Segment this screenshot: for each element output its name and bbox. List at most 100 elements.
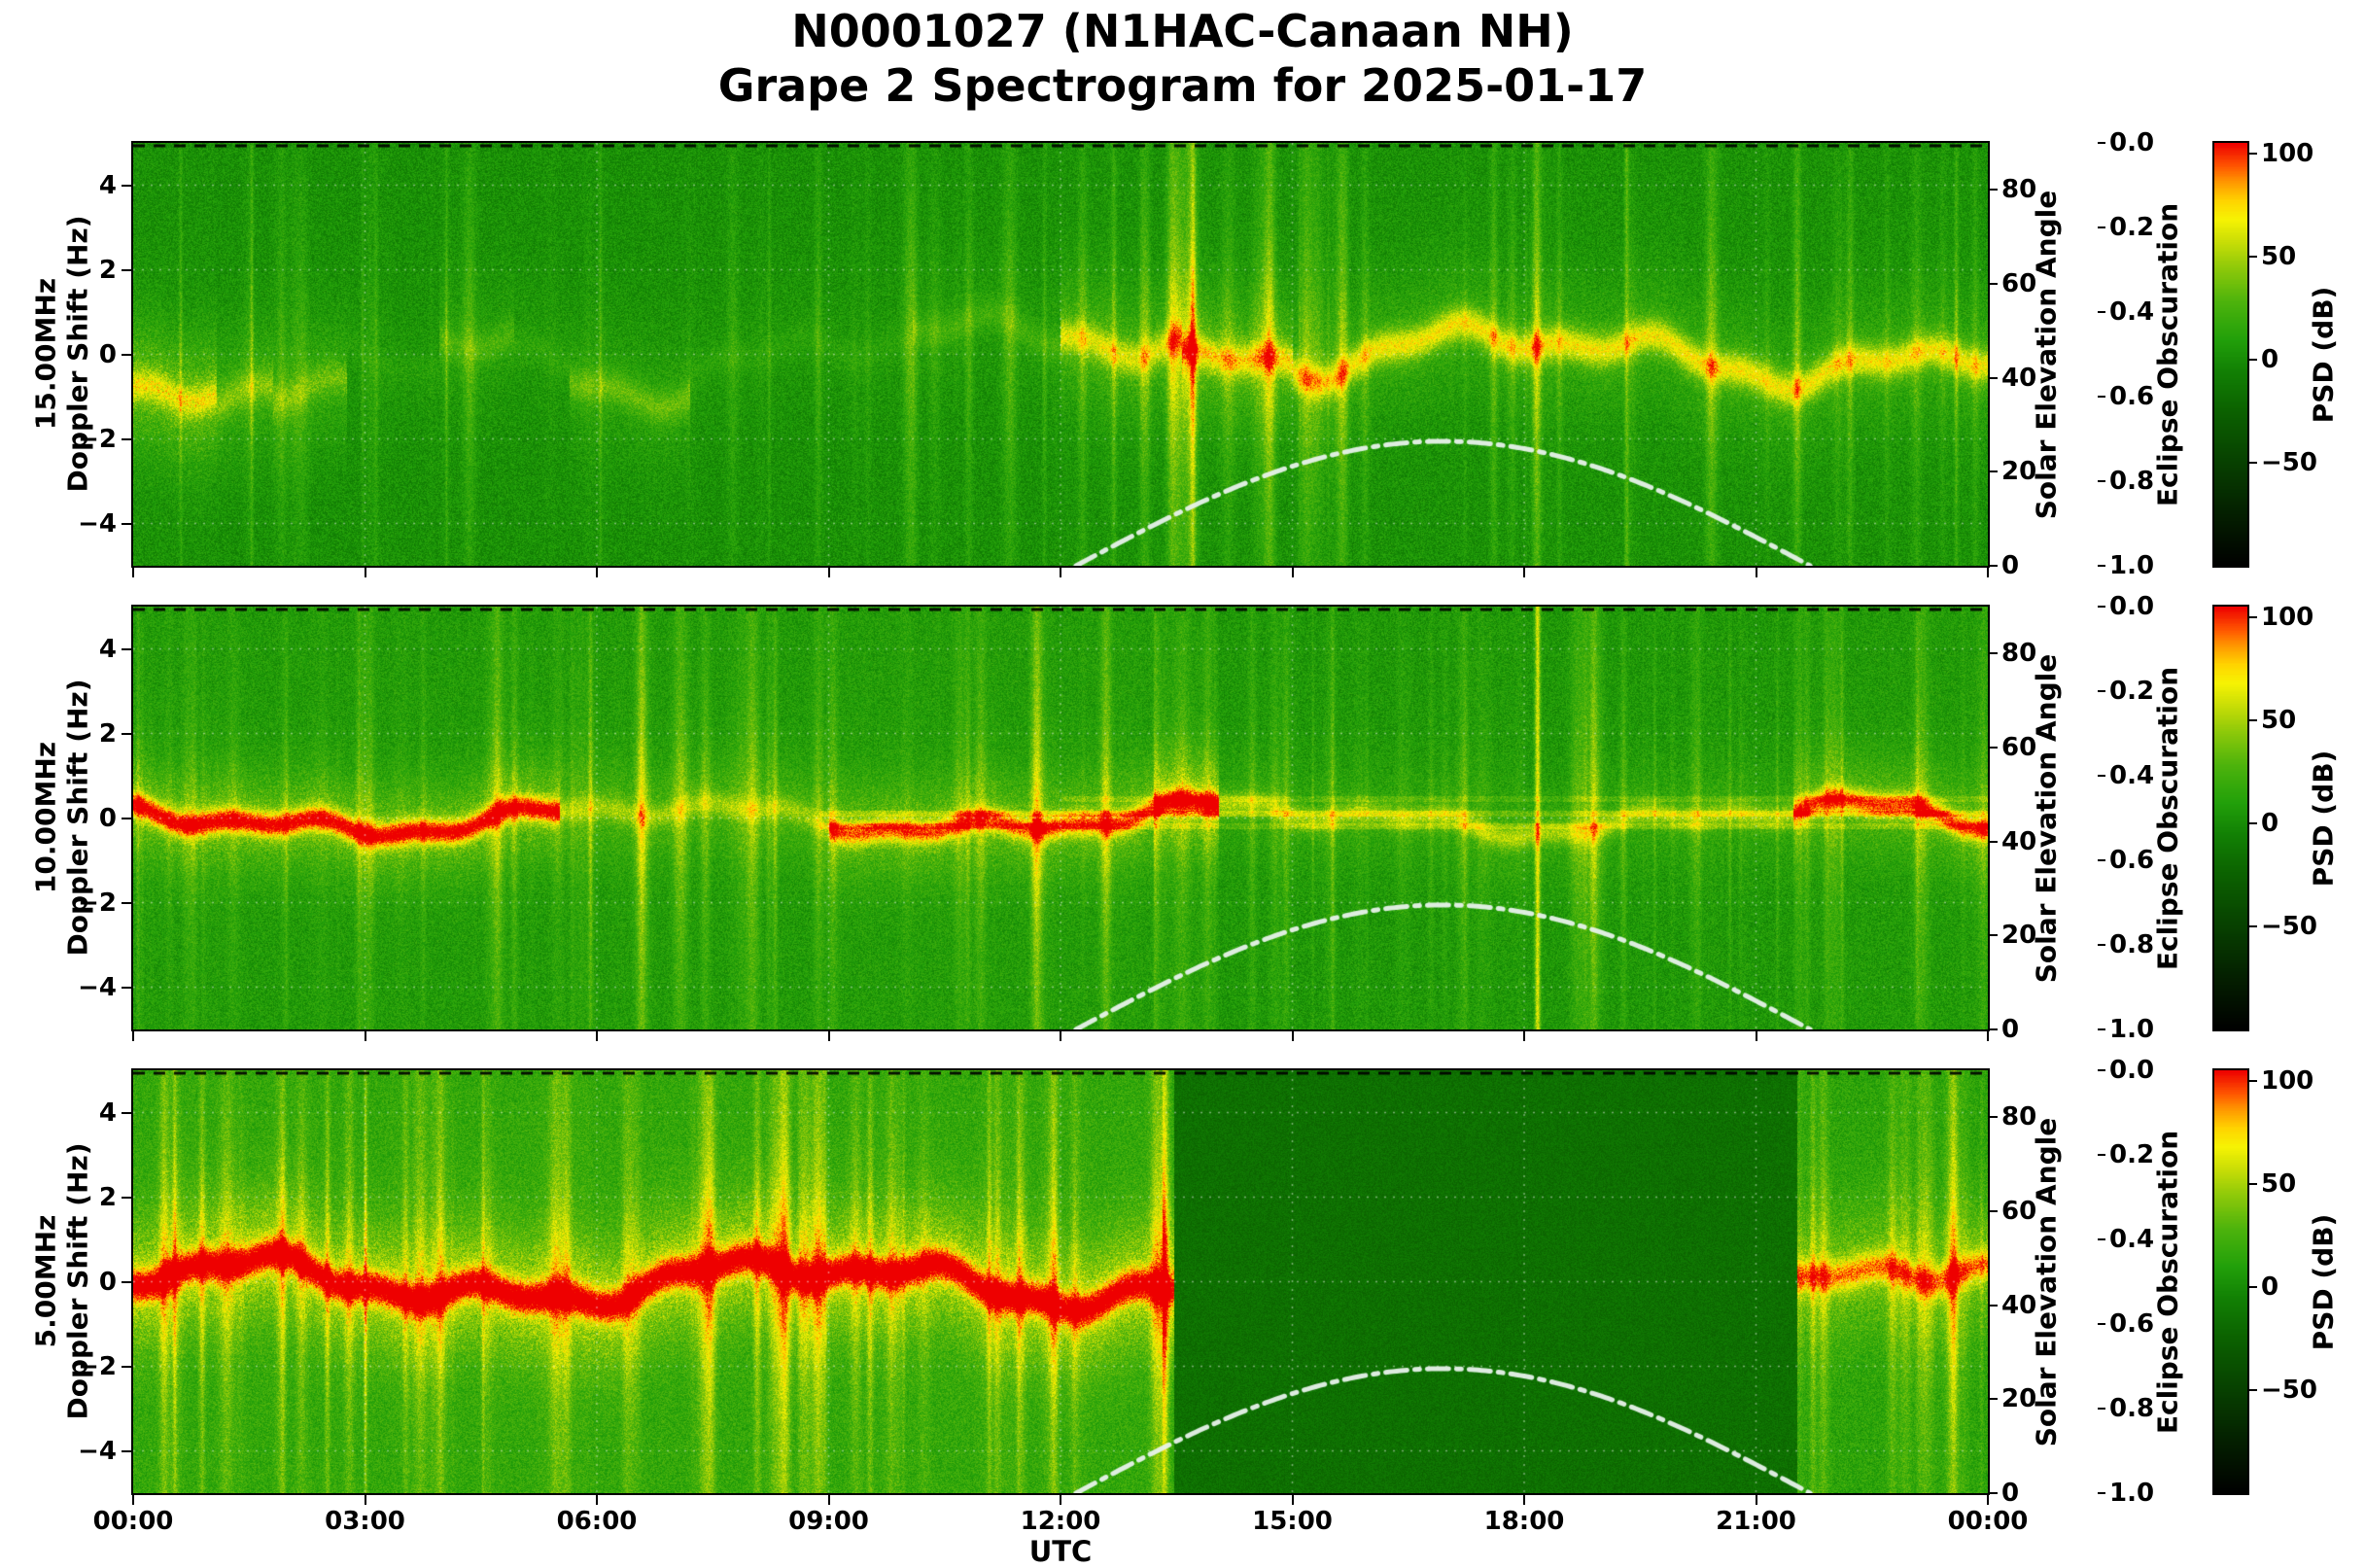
colorbar-tick-mark: [2249, 1182, 2257, 1185]
solar-tick-mark: [1990, 1028, 1998, 1030]
x-tick-mark: [596, 1031, 598, 1041]
eclipse-tick-mark: [2098, 142, 2105, 144]
doppler-tick-mark: [122, 817, 131, 819]
solar-tick-mark: [1990, 565, 1998, 567]
eclipse-tick-mark: [2098, 1154, 2105, 1156]
doppler-tick-label: 0: [98, 1267, 117, 1297]
x-tick-mark: [364, 568, 366, 577]
eclipse-tick-mark: [2098, 1408, 2105, 1410]
solar-tick-mark: [1990, 1116, 1998, 1119]
doppler-tick-mark: [122, 268, 131, 271]
doppler-tick-label: 4: [98, 170, 117, 200]
colorbar-tick-label: 0: [2261, 1272, 2279, 1302]
eclipse-tick-mark: [2098, 1069, 2105, 1071]
solar-tick-mark: [1990, 1304, 1998, 1307]
doppler-tick-label: −4: [78, 1436, 117, 1466]
solar-elevation-axis-label-3: Solar Elevation Angle: [2030, 1117, 2063, 1447]
x-tick-label: 21:00: [1716, 1507, 1796, 1536]
solar-elevation-axis-label-2: Solar Elevation Angle: [2030, 653, 2063, 984]
colorbar-tick-mark: [2249, 255, 2257, 258]
colorbar-tick-label: −50: [2261, 911, 2317, 941]
eclipse-tick-label: 0.0: [2109, 592, 2155, 621]
eclipse-tick-label: 0.0: [2109, 128, 2155, 157]
colorbar-tick-mark: [2249, 152, 2257, 155]
colorbar-tick-label: −50: [2261, 447, 2317, 477]
x-tick-mark: [827, 1031, 830, 1041]
doppler-tick-mark: [122, 901, 131, 904]
x-tick-mark: [1291, 568, 1294, 577]
spectrogram-frame-10mhz: [131, 605, 1990, 1031]
doppler-tick-mark: [122, 732, 131, 735]
spectrogram-frame-5mhz: [131, 1068, 1990, 1495]
x-tick-mark: [364, 1031, 366, 1041]
eclipse-tick-mark: [2098, 226, 2105, 228]
x-tick-mark: [132, 568, 134, 577]
colorbar-tick-label: 50: [2261, 705, 2297, 735]
solar-tick-label: 60: [2001, 1197, 2037, 1226]
x-tick-mark: [827, 568, 830, 577]
doppler-tick-label: 4: [98, 634, 117, 664]
x-tick-label: 00:00: [1947, 1507, 2029, 1536]
solar-tick-label: 40: [2001, 363, 2037, 393]
eclipse-tick-label: 0.4: [2109, 761, 2155, 790]
x-tick-label: 06:00: [556, 1507, 638, 1536]
x-tick-mark: [1060, 1495, 1061, 1505]
spectrogram-frame-15mhz: [131, 141, 1990, 568]
colorbar-tick-mark: [2249, 821, 2257, 824]
x-tick-mark: [827, 1495, 830, 1505]
doppler-tick-label: 0: [98, 803, 117, 833]
doppler-tick-label: 0: [98, 339, 117, 369]
colorbar-tick-label: 50: [2261, 241, 2297, 271]
figure-title: N0001027 (N1HAC-Canaan NH) Grape 2 Spect…: [0, 4, 2365, 113]
x-tick-mark: [1755, 568, 1757, 577]
solar-tick-label: 80: [2001, 1102, 2037, 1132]
x-tick-mark: [596, 1495, 598, 1505]
eclipse-tick-label: 0.4: [2109, 297, 2155, 327]
solar-tick-mark: [1990, 376, 1998, 379]
doppler-tick-mark: [122, 647, 131, 650]
doppler-tick-mark: [122, 1449, 131, 1452]
doppler-tick-mark: [122, 1196, 131, 1199]
x-tick-mark: [1291, 1495, 1294, 1505]
eclipse-tick-label: 0.6: [2109, 382, 2155, 411]
eclipse-obscuration-axis-label-2: Eclipse Obscuration: [2151, 666, 2184, 971]
doppler-tick-mark: [122, 1280, 131, 1283]
colorbar-tick-label: −50: [2261, 1375, 2317, 1405]
eclipse-tick-label: 0.0: [2109, 1056, 2155, 1085]
solar-tick-label: 40: [2001, 826, 2037, 856]
solar-tick-label: 80: [2001, 639, 2037, 669]
colorbar-tick-mark: [2249, 718, 2257, 721]
doppler-tick-mark: [122, 184, 131, 187]
solar-tick-mark: [1990, 283, 1998, 285]
colorbar-frame-2: [2212, 605, 2249, 1031]
eclipse-tick-mark: [2098, 690, 2105, 692]
doppler-tick-mark: [122, 1365, 131, 1368]
eclipse-tick-mark: [2098, 1323, 2105, 1325]
x-tick-mark: [1523, 1031, 1525, 1041]
title-line2: Grape 2 Spectrogram for 2025-01-17: [717, 59, 1648, 112]
solar-tick-mark: [1990, 934, 1998, 937]
x-tick-label: 09:00: [788, 1507, 869, 1536]
x-tick-mark: [364, 1495, 366, 1505]
solar-elevation-axis-label-1: Solar Elevation Angle: [2030, 190, 2063, 520]
x-tick-mark: [132, 1495, 134, 1505]
doppler-tick-label: −2: [78, 1351, 117, 1381]
eclipse-tick-label: 0.8: [2109, 930, 2155, 959]
colorbar-tick-mark: [2249, 358, 2257, 361]
solar-tick-mark: [1990, 1398, 1998, 1401]
x-tick-label: 18:00: [1483, 1507, 1565, 1536]
solar-tick-mark: [1990, 747, 1998, 749]
eclipse-tick-label: 0.8: [2109, 1394, 2155, 1423]
eclipse-tick-label: 1.0: [2109, 551, 2155, 580]
solar-tick-mark: [1990, 1210, 1998, 1212]
x-tick-mark: [1755, 1495, 1757, 1505]
eclipse-tick-mark: [2098, 396, 2105, 398]
eclipse-tick-mark: [2098, 606, 2105, 608]
solar-tick-label: 20: [2001, 1384, 2037, 1414]
x-tick-label: 03:00: [325, 1507, 405, 1536]
colorbar-canvas-3: [2214, 1070, 2247, 1493]
eclipse-tick-label: 0.8: [2109, 467, 2155, 496]
x-tick-mark: [1755, 1031, 1757, 1041]
doppler-tick-label: 2: [98, 718, 117, 749]
doppler-tick-label: −2: [78, 424, 117, 454]
